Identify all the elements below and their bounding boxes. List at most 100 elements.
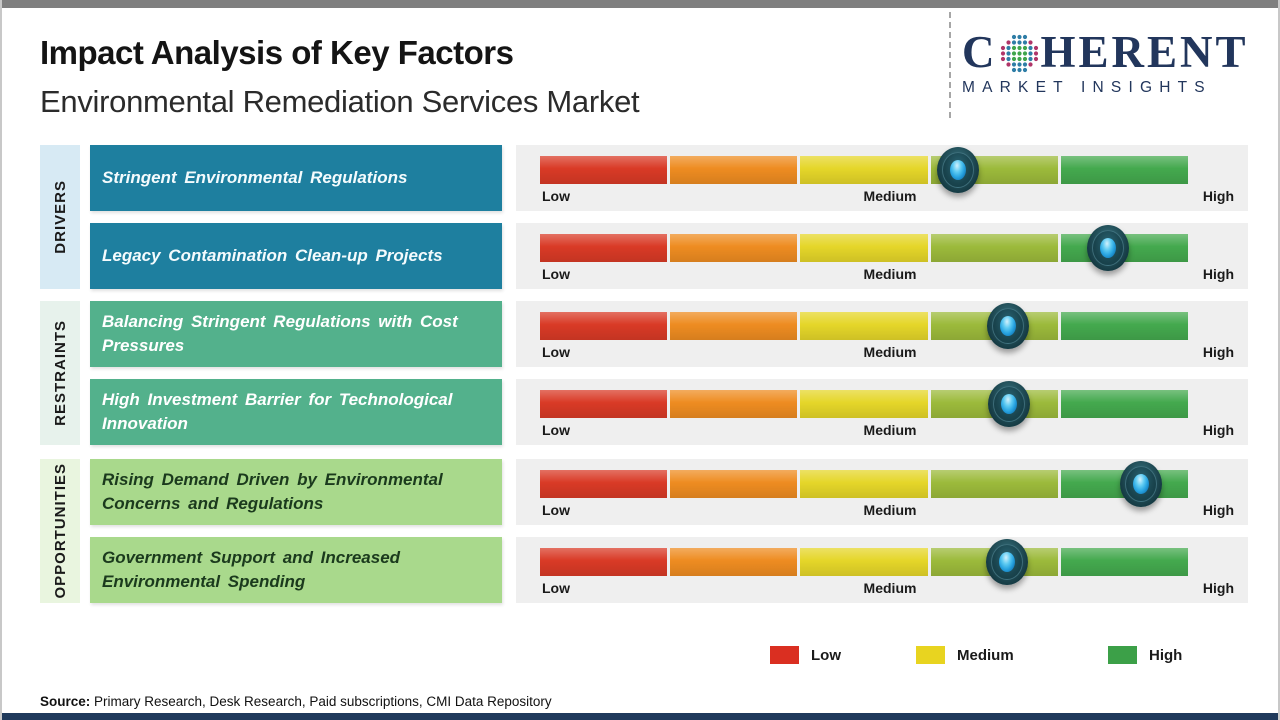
factor-box: Rising Demand Driven by Environmental Co… xyxy=(90,459,502,525)
factor-box: Balancing Stringent Regulations with Cos… xyxy=(90,301,502,367)
impact-marker xyxy=(1087,225,1130,271)
source-line: Source: Primary Research, Desk Research,… xyxy=(40,694,552,709)
group-tab-restraints: RESTRAINTS xyxy=(40,301,80,445)
impact-marker-core xyxy=(1133,474,1150,494)
brand-logo: C HERENT MARKET INSIGHTS xyxy=(962,28,1264,97)
impact-scale-track xyxy=(540,461,1189,507)
group-tab-drivers: DRIVERS xyxy=(40,145,80,289)
legend-item-low: Low xyxy=(770,646,841,664)
legend-swatch-low xyxy=(770,646,799,664)
impact-row: Stringent Environmental Regulations Low … xyxy=(2,145,1278,211)
impact-marker-ring xyxy=(991,308,1024,344)
tick-label-low: Low xyxy=(542,188,570,204)
impact-marker-ring xyxy=(1092,230,1125,266)
legend-item-high: High xyxy=(1108,646,1182,664)
tick-label-medium: Medium xyxy=(863,344,917,360)
legend-label-medium: Medium xyxy=(957,646,1014,664)
scale-segment-1 xyxy=(540,312,668,340)
scale-segment-4 xyxy=(930,234,1058,262)
impact-marker-ring xyxy=(941,152,974,188)
scale-segment-2 xyxy=(670,390,798,418)
impact-marker xyxy=(986,303,1029,349)
impact-marker-core xyxy=(1100,238,1117,258)
scale-segment-2 xyxy=(670,234,798,262)
factor-label: Rising Demand Driven by Environmental Co… xyxy=(102,470,443,513)
scale-segment-5 xyxy=(1060,312,1189,340)
impact-row: Rising Demand Driven by Environmental Co… xyxy=(2,459,1278,525)
scale-segment-1 xyxy=(540,234,668,262)
impact-scale-track xyxy=(540,539,1189,585)
tick-label-high: High xyxy=(1202,502,1234,518)
impact-marker-core xyxy=(949,160,966,180)
top-border-strip xyxy=(2,0,1278,8)
impact-marker-core xyxy=(999,316,1016,336)
impact-scale-track xyxy=(540,381,1189,427)
tick-label-high: High xyxy=(1202,344,1234,360)
impact-scale-track xyxy=(540,225,1189,271)
tick-label-medium: Medium xyxy=(863,266,917,282)
factor-label: Balancing Stringent Regulations with Cos… xyxy=(102,312,458,355)
impact-row: Legacy Contamination Clean-up Projects L… xyxy=(2,223,1278,289)
scale-segment-2 xyxy=(670,156,798,184)
tick-label-medium: Medium xyxy=(863,188,917,204)
impact-bar-panel: Low Medium High xyxy=(516,223,1248,289)
impact-bar-panel: Low Medium High xyxy=(516,301,1248,367)
factor-label: High Investment Barrier for Technologica… xyxy=(102,390,453,433)
source-text: Primary Research, Desk Research, Paid su… xyxy=(90,694,552,709)
impact-marker-ring xyxy=(991,544,1024,580)
scale-segment-1 xyxy=(540,548,668,576)
scale-segment-2 xyxy=(670,470,798,498)
tick-label-high: High xyxy=(1202,188,1234,204)
bottom-border-strip xyxy=(2,713,1278,720)
impact-marker-ring xyxy=(1125,466,1158,502)
page-subtitle: Environmental Remediation Services Marke… xyxy=(40,84,640,119)
impact-marker xyxy=(1120,461,1163,507)
tick-label-low: Low xyxy=(542,422,570,438)
logo-letter-c: C xyxy=(962,27,998,77)
page-title: Impact Analysis of Key Factors xyxy=(40,34,514,71)
legend-item-medium: Medium xyxy=(916,646,1014,664)
scale-segment-3 xyxy=(800,470,928,498)
factor-label: Stringent Environmental Regulations xyxy=(102,168,408,187)
impact-bar-panel: Low Medium High xyxy=(516,537,1248,603)
impact-marker-core xyxy=(999,552,1016,572)
legend-swatch-medium xyxy=(916,646,945,664)
impact-scale-track xyxy=(540,147,1189,193)
tick-label-medium: Medium xyxy=(863,502,917,518)
source-label: Source: xyxy=(40,694,91,709)
tick-label-medium: Medium xyxy=(863,422,917,438)
scale-segment-5 xyxy=(1060,156,1189,184)
impact-row: Government Support and Increased Environ… xyxy=(2,537,1278,603)
group-tab-opportunities: OPPORTUNITIES xyxy=(40,459,80,603)
scale-segment-4 xyxy=(930,470,1058,498)
scale-segment-3 xyxy=(800,390,928,418)
tick-label-low: Low xyxy=(542,344,570,360)
logo-tagline: MARKET INSIGHTS xyxy=(962,79,1212,96)
impact-marker xyxy=(936,147,979,193)
scale-segment-1 xyxy=(540,470,668,498)
impact-row: Balancing Stringent Regulations with Cos… xyxy=(2,301,1278,367)
impact-marker-ring xyxy=(993,386,1026,422)
impact-marker-core xyxy=(1001,394,1018,414)
tick-label-low: Low xyxy=(542,502,570,518)
legend-swatch-high xyxy=(1108,646,1137,664)
scale-segment-1 xyxy=(540,156,668,184)
scale-segment-2 xyxy=(670,312,798,340)
factor-label: Government Support and Increased Environ… xyxy=(102,548,401,591)
factor-box: High Investment Barrier for Technologica… xyxy=(90,379,502,445)
scale-segment-3 xyxy=(800,156,928,184)
logo-globe-icon xyxy=(1000,34,1038,72)
tick-label-low: Low xyxy=(542,266,570,282)
factor-box: Stringent Environmental Regulations xyxy=(90,145,502,211)
factor-box: Legacy Contamination Clean-up Projects xyxy=(90,223,502,289)
tick-label-high: High xyxy=(1202,422,1234,438)
tick-label-high: High xyxy=(1202,266,1234,282)
scale-segment-3 xyxy=(800,234,928,262)
logo-wordmark: C HERENT xyxy=(962,28,1264,76)
scale-segment-5 xyxy=(1060,390,1189,418)
impact-bar-panel: Low Medium High xyxy=(516,459,1248,525)
factor-box: Government Support and Increased Environ… xyxy=(90,537,502,603)
impact-row: High Investment Barrier for Technologica… xyxy=(2,379,1278,445)
tick-label-medium: Medium xyxy=(863,580,917,596)
